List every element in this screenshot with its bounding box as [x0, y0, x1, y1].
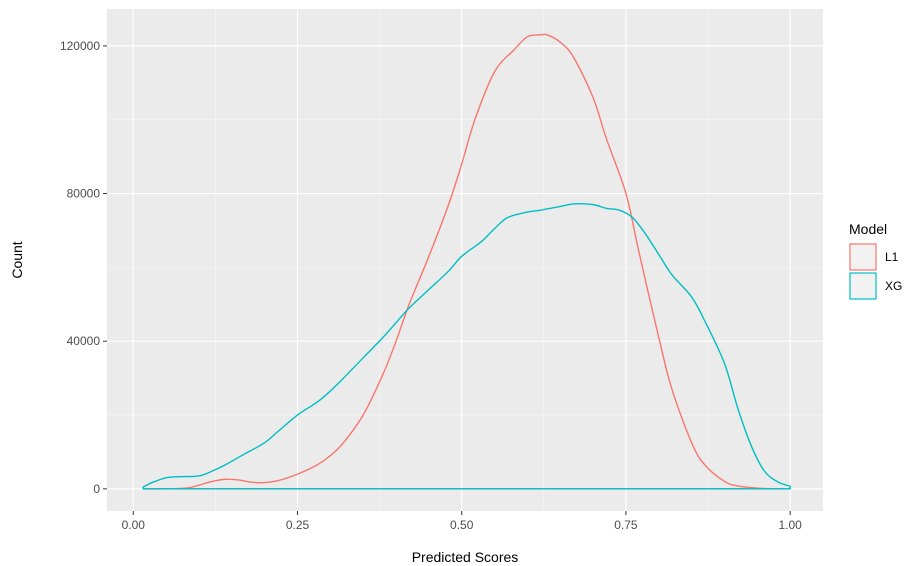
y-tick-label: 80000	[67, 187, 101, 201]
x-tick-label: 0.50	[450, 518, 474, 532]
legend-title: Model	[849, 221, 887, 237]
grid-minor	[107, 9, 823, 511]
x-tick-label: 0.75	[614, 518, 638, 532]
x-tick-label: 1.00	[778, 518, 802, 532]
y-axis-title: Count	[9, 241, 25, 278]
x-tick-label: 0.00	[122, 518, 146, 532]
x-axis-title: Predicted Scores	[412, 549, 519, 565]
y-tick-label: 0	[93, 482, 100, 496]
y-tick-label: 40000	[67, 334, 101, 348]
series-layer	[142, 33, 791, 490]
series-line-l1	[142, 33, 791, 490]
legend-items: L1 XG	[849, 243, 902, 300]
legend-key-l1	[849, 243, 877, 271]
plot-panel	[107, 9, 823, 511]
axis-ticks	[103, 45, 791, 515]
axis-tick-labels: 0.00 0.25 0.50 0.75 1.00 0 40000 80000 120000	[60, 39, 802, 532]
legend-key-xg	[849, 272, 877, 300]
y-tick-label: 120000	[60, 39, 100, 53]
legend-label-l1: L1	[885, 250, 899, 264]
legend: Model L1 XG	[849, 221, 902, 300]
x-tick-label: 0.25	[286, 518, 310, 532]
series-line-xg	[142, 203, 791, 490]
legend-label-xg: XG	[885, 279, 902, 293]
